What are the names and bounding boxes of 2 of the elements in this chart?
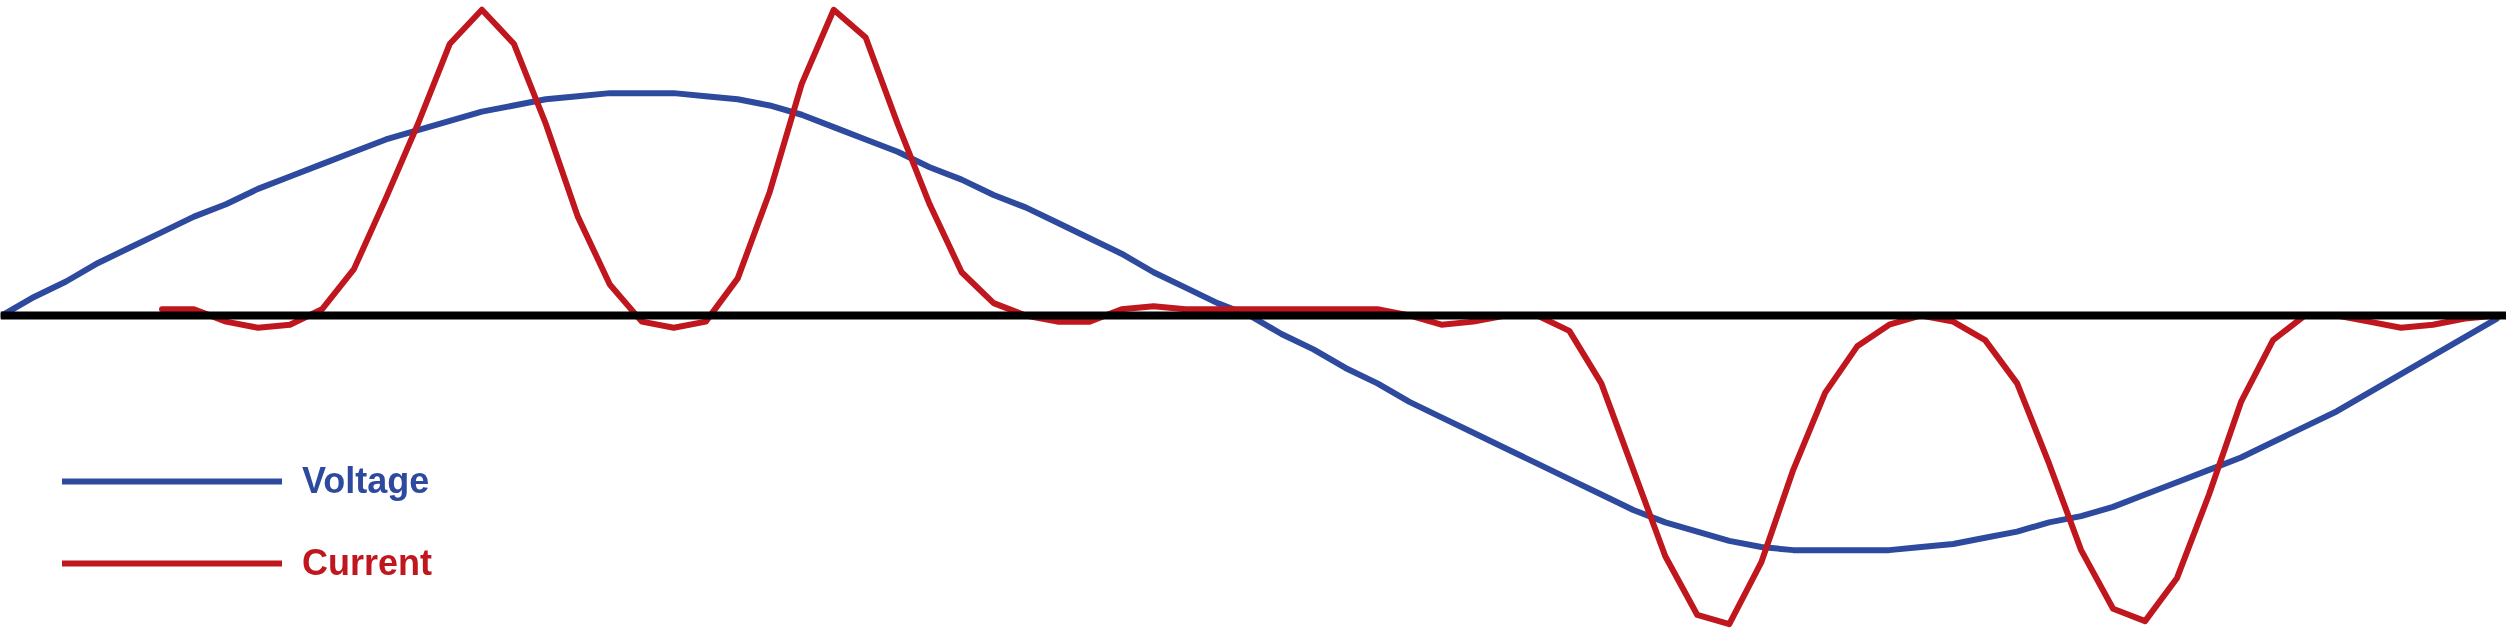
text: Voltage <box>302 460 430 502</box>
text: Current <box>302 542 433 584</box>
